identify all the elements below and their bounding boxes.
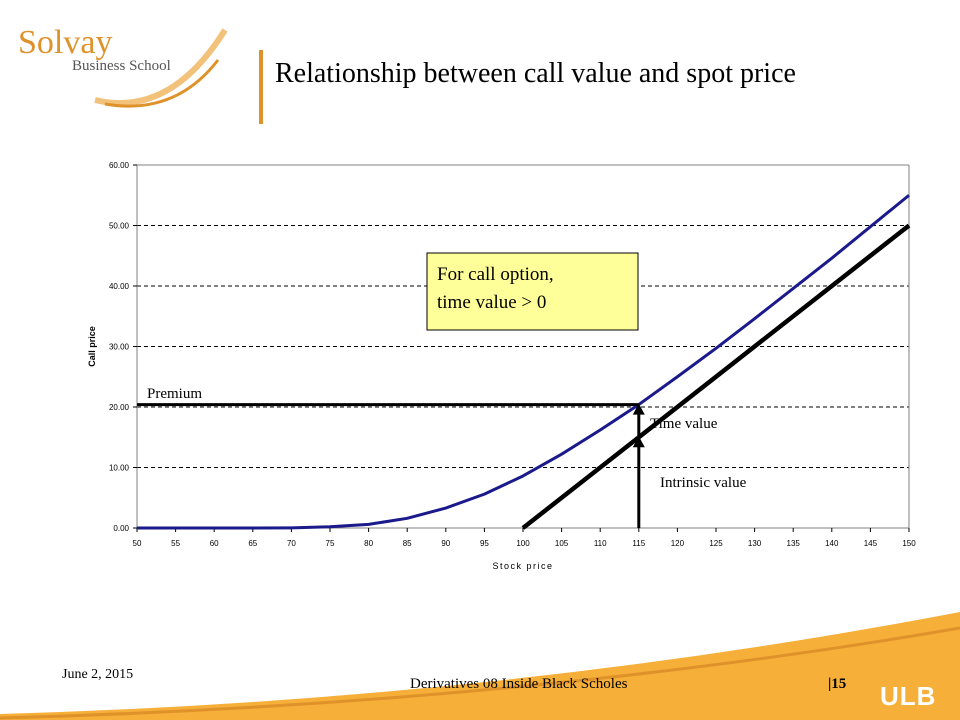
logo-name: Solvay xyxy=(18,24,113,61)
ulb-logo: ULB xyxy=(880,681,937,711)
x-tick-label: 60 xyxy=(210,539,219,548)
y-tick-label: 20.00 xyxy=(109,403,130,412)
y-tick-label: 0.00 xyxy=(113,524,129,533)
callout-text-line: time value > 0 xyxy=(437,292,546,313)
x-tick-label: 125 xyxy=(709,539,723,548)
intrinsic-value-label: Intrinsic value xyxy=(660,475,747,491)
slide-title: Relationship between call value and spot… xyxy=(275,58,796,89)
x-tick-label: 95 xyxy=(480,539,489,548)
x-tick-label: 50 xyxy=(133,539,142,548)
x-tick-label: 140 xyxy=(825,539,839,548)
y-tick-label: 40.00 xyxy=(109,282,130,291)
title-accent-bar xyxy=(259,50,263,124)
x-tick-label: 65 xyxy=(248,539,257,548)
y-axis-label: Call price xyxy=(87,326,97,367)
x-tick-label: 120 xyxy=(671,539,685,548)
callout-box xyxy=(426,252,639,331)
page-number: |15 xyxy=(828,676,847,692)
logo-swoosh-icon xyxy=(94,28,228,108)
x-axis-label: Stock price xyxy=(492,561,553,571)
x-tick-label: 105 xyxy=(555,539,569,548)
x-tick-label: 150 xyxy=(902,539,916,548)
callout-text-line: For call option, xyxy=(437,264,554,285)
y-tick-label: 50.00 xyxy=(109,222,130,231)
x-tick-label: 85 xyxy=(403,539,412,548)
time-value-arrow-head xyxy=(632,403,645,415)
footer-date: June 2, 2015 xyxy=(62,667,134,682)
solvay-logo: Solvay Business School xyxy=(0,0,240,130)
x-tick-label: 135 xyxy=(787,539,801,548)
y-tick-label: 10.00 xyxy=(109,464,130,473)
x-tick-label: 130 xyxy=(748,539,762,548)
x-tick-label: 100 xyxy=(516,539,530,548)
x-tick-label: 70 xyxy=(287,539,296,548)
x-tick-label: 110 xyxy=(594,539,607,548)
intrinsic-value-arrow-head xyxy=(632,436,645,448)
premium-label: Premium xyxy=(147,386,202,402)
y-tick-label: 30.00 xyxy=(109,343,130,352)
x-tick-label: 90 xyxy=(441,539,450,548)
call-price-line xyxy=(137,194,910,530)
logo-subtitle: Business School xyxy=(72,58,171,74)
x-tick-label: 75 xyxy=(326,539,335,548)
x-tick-label: 115 xyxy=(632,539,645,548)
intrinsic-value-line xyxy=(521,223,911,530)
time-value-label: Time value xyxy=(650,416,718,432)
y-tick-label: 60.00 xyxy=(109,161,130,170)
x-tick-label: 55 xyxy=(171,539,180,548)
x-tick-label: 145 xyxy=(864,539,878,548)
x-tick-label: 80 xyxy=(364,539,373,548)
footer-course-title: Derivatives 08 Inside Black Scholes xyxy=(410,676,628,692)
